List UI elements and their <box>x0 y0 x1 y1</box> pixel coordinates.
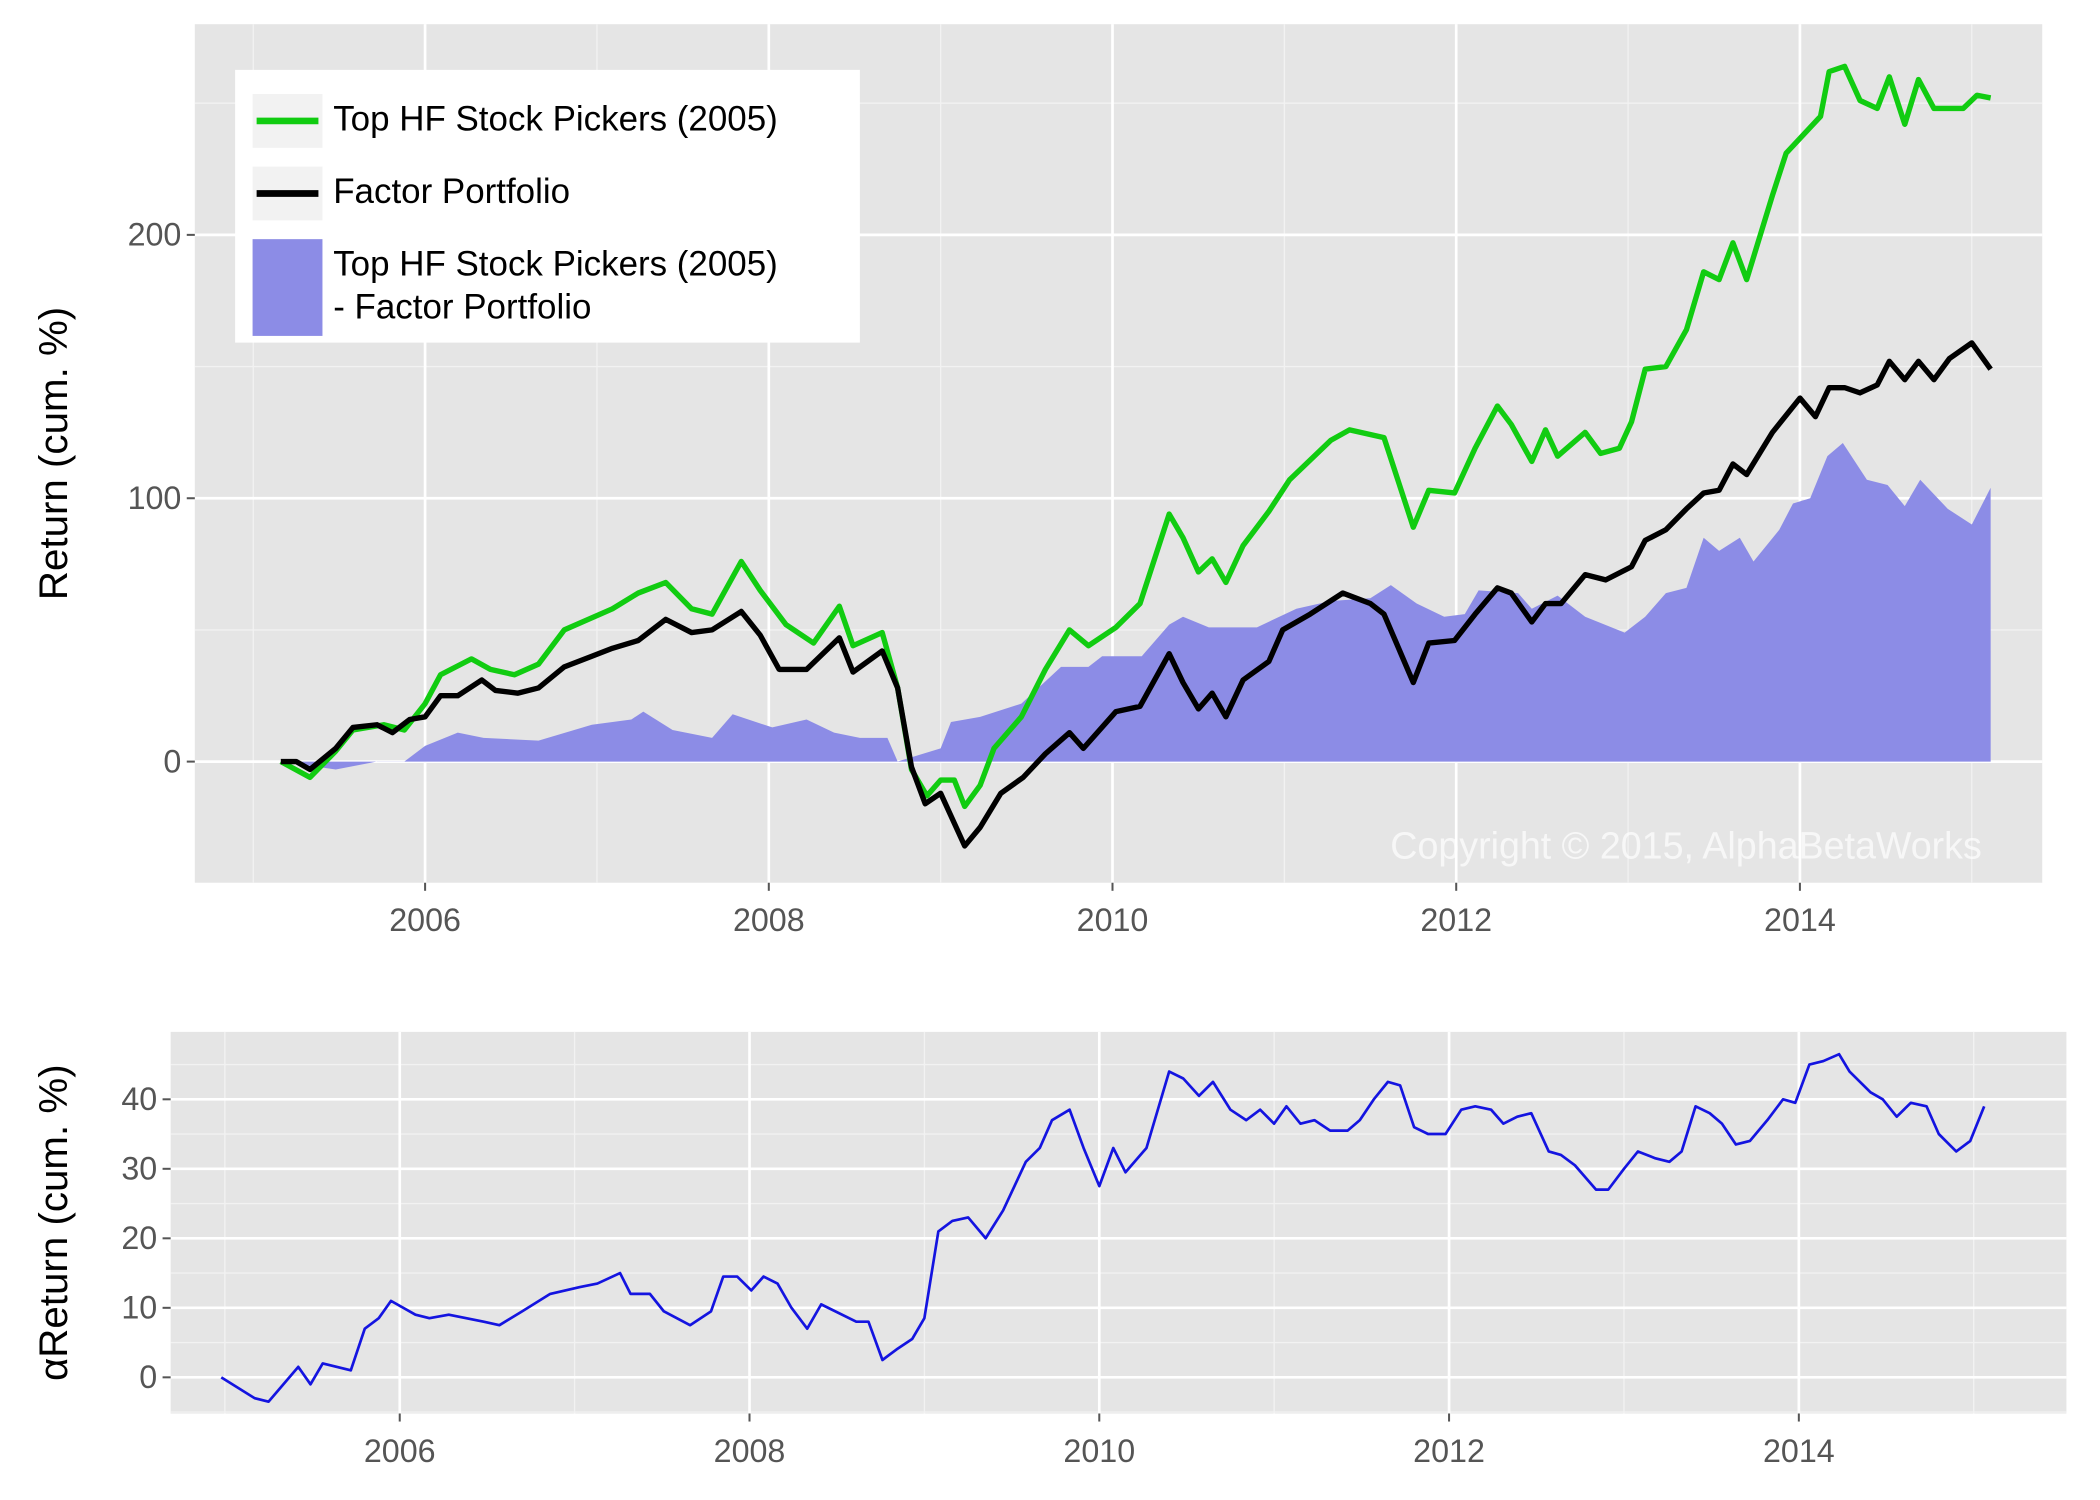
plot-background <box>170 1031 2067 1414</box>
legend-key <box>252 239 323 336</box>
y-tick-label: 0 <box>163 743 181 779</box>
x-tick-label: 2010 <box>1063 1433 1135 1469</box>
y-tick-label: 200 <box>128 217 182 253</box>
legend-entry: Top HF Stock Pickers (2005) <box>333 98 778 139</box>
y-axis-title: Return (cum. %) <box>31 307 76 600</box>
line <box>280 340 1993 849</box>
x-tick-label: 2008 <box>714 1433 786 1469</box>
y-tick-label: 10 <box>121 1290 157 1326</box>
area <box>280 442 1991 770</box>
x-tick-label: 2010 <box>1077 902 1149 938</box>
y-axis-title: αReturn (cum. %) <box>31 1064 76 1381</box>
y-tick-label: 30 <box>121 1151 157 1187</box>
legend-label: Factor Portfolio <box>333 170 571 211</box>
x-tick-label: 2012 <box>1413 1433 1485 1469</box>
legend-label: Top HF Stock Pickers (2005) <box>333 98 778 139</box>
legend-label: Top HF Stock Pickers (2005) - Factor Por… <box>333 243 778 327</box>
x-tick-label: 2006 <box>364 1433 436 1469</box>
y-tick-label: 100 <box>128 480 182 516</box>
y-tick-label: 40 <box>121 1081 157 1117</box>
x-tick-label: 2008 <box>733 902 805 938</box>
x-tick-label: 2012 <box>1420 902 1492 938</box>
legend-entry: Factor Portfolio <box>333 170 571 211</box>
y-tick-label: 20 <box>121 1220 157 1256</box>
watermark: Copyright © 2015, AlphaBetaWorks <box>1390 825 1981 867</box>
line <box>220 1052 1986 1403</box>
x-tick-label: 2006 <box>389 902 461 938</box>
legend-box <box>235 69 860 343</box>
x-tick-label: 2014 <box>1763 1433 1835 1469</box>
line <box>279 63 1992 810</box>
x-tick-label: 2014 <box>1764 902 1836 938</box>
legend-entry: Top HF Stock Pickers (2005) - Factor Por… <box>333 243 778 327</box>
y-tick-label: 0 <box>139 1359 157 1395</box>
